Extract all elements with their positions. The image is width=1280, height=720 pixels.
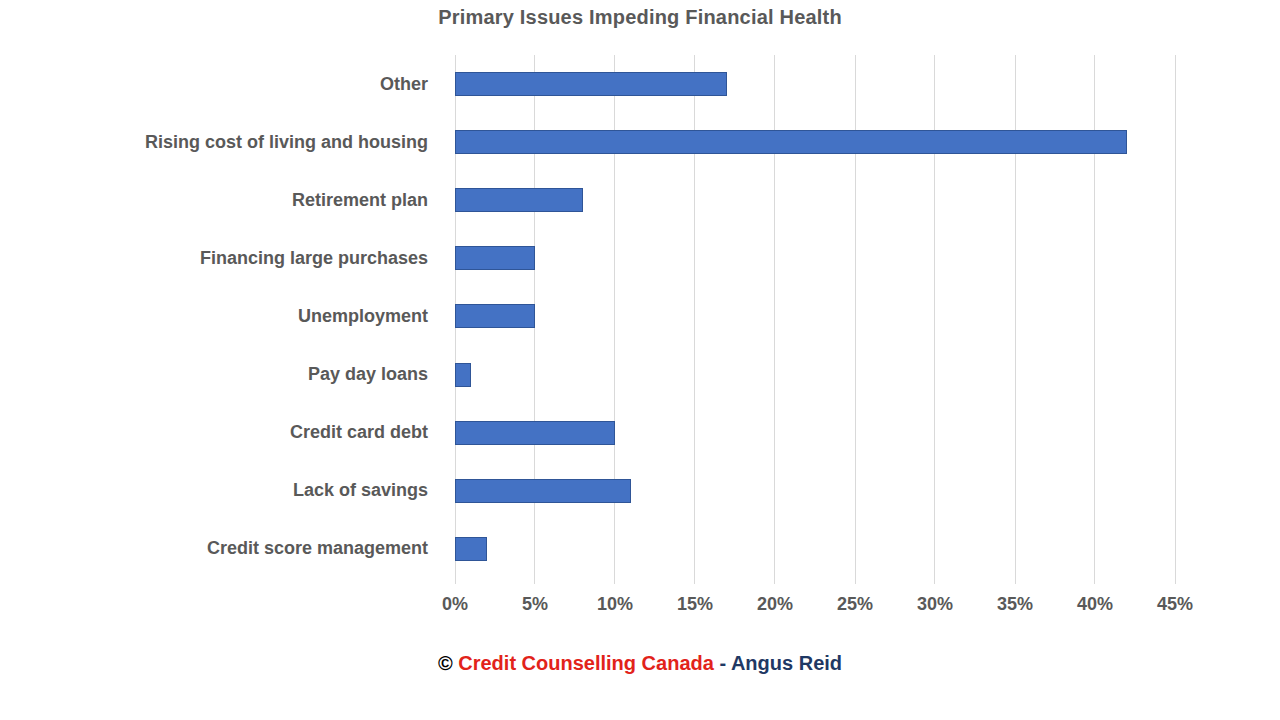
x-axis-ticks: 0%5%10%15%20%25%30%35%40%45% [455,594,1175,622]
category-label: Credit score management [0,520,428,578]
bar-row [455,287,1175,345]
category-label: Pay day loans [0,346,428,404]
bar-row [455,520,1175,578]
bar [455,421,615,445]
chart-title: Primary Issues Impeding Financial Health [0,6,1280,29]
category-label: Retirement plan [0,171,428,229]
x-tick-label: 35% [997,594,1033,615]
x-tick-label: 10% [597,594,633,615]
bar [455,479,631,503]
bar-row [455,229,1175,287]
chart-footer: © Credit Counselling Canada - Angus Reid [0,652,1280,675]
bar [455,188,583,212]
bar-row [455,171,1175,229]
x-tick-label: 15% [677,594,713,615]
bar [455,363,471,387]
footer-attribution: Angus Reid [731,652,842,674]
bar-row [455,404,1175,462]
category-label: Rising cost of living and housing [0,113,428,171]
category-label: Credit card debt [0,404,428,462]
category-label: Other [0,55,428,113]
bar [455,537,487,561]
x-tick-label: 40% [1077,594,1113,615]
category-label: Unemployment [0,287,428,345]
bar [455,246,535,270]
footer-separator: - [719,652,726,674]
x-tick-label: 20% [757,594,793,615]
bar-row [455,113,1175,171]
x-tick-label: 25% [837,594,873,615]
x-tick-label: 30% [917,594,953,615]
x-tick-label: 45% [1157,594,1193,615]
footer-source: Credit Counselling Canada [458,652,714,674]
copyright-icon: © [438,652,453,674]
x-tick-label: 0% [442,594,468,615]
bar-row [455,55,1175,113]
bar [455,130,1127,154]
bar-chart: Primary Issues Impeding Financial Health… [0,0,1280,720]
plot-area [455,55,1175,578]
y-axis-labels: OtherRising cost of living and housingRe… [0,55,428,578]
x-tick-label: 5% [522,594,548,615]
bar-row [455,462,1175,520]
category-label: Financing large purchases [0,229,428,287]
bar [455,72,727,96]
category-label: Lack of savings [0,462,428,520]
bar-row [455,346,1175,404]
bar [455,304,535,328]
